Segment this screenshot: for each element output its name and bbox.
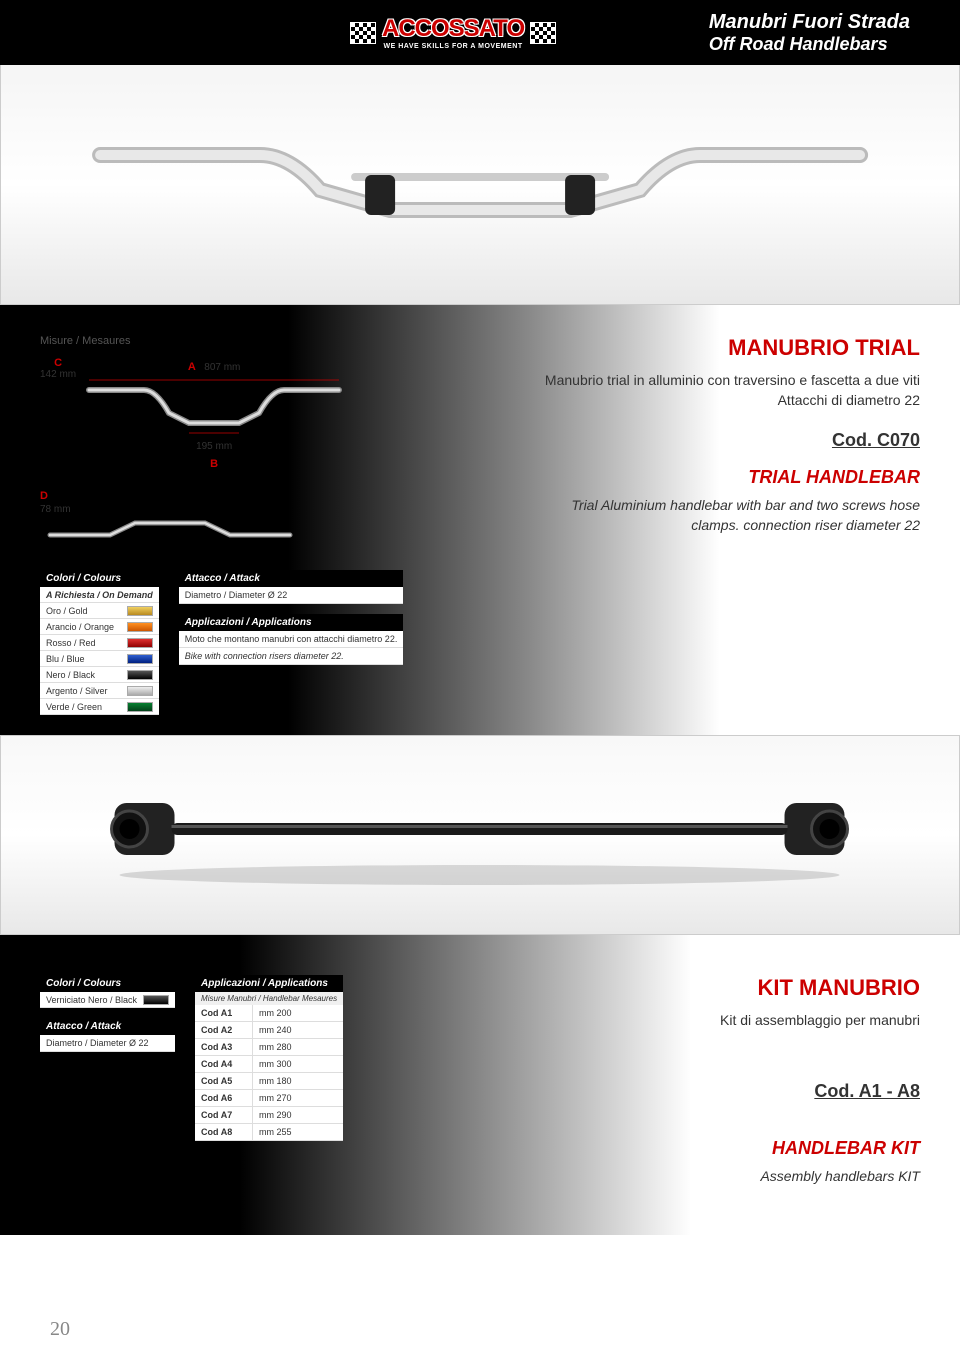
attack-diameter: Diametro / Diameter Ø 22 bbox=[179, 587, 404, 604]
cod-a2: Cod A2 bbox=[195, 1022, 253, 1038]
color-black-kit: Verniciato Nero / Black bbox=[46, 995, 137, 1005]
measurements-header: Applicazioni / Applications bbox=[195, 975, 343, 992]
header-bar: ACCOSSATO WE HAVE SKILLS FOR A MOVEMENT … bbox=[0, 0, 960, 65]
cod-a1: Cod A1 bbox=[195, 1005, 253, 1021]
product-code-kit: Cod. A1 - A8 bbox=[498, 1081, 920, 1102]
swatch-red bbox=[127, 638, 153, 648]
swatch-orange bbox=[127, 622, 153, 632]
product-photo-kit bbox=[0, 735, 960, 935]
color-silver: Argento / Silver bbox=[46, 686, 121, 696]
val-a2: mm 240 bbox=[253, 1022, 298, 1038]
spec-section-kit: Colori / Colours Verniciato Nero / Black… bbox=[0, 935, 960, 1235]
dim-d-value: 78 mm bbox=[40, 504, 524, 515]
attack-header-kit: Attacco / Attack bbox=[40, 1018, 175, 1035]
colors-table: Colori / Colours A Richiesta / On Demand… bbox=[40, 570, 159, 715]
wire-diagram-side-svg bbox=[40, 515, 300, 545]
color-green: Verde / Green bbox=[46, 702, 121, 712]
product-title-kit: KIT MANUBRIO bbox=[498, 975, 920, 1001]
product-desc: Manubrio trial in alluminio con traversi… bbox=[544, 371, 920, 410]
checkered-flag-icon bbox=[350, 22, 376, 44]
colors-table-kit: Colori / Colours Verniciato Nero / Black bbox=[40, 975, 175, 1008]
val-a8: mm 255 bbox=[253, 1124, 298, 1140]
applications-header: Applicazioni / Applications bbox=[179, 614, 404, 631]
val-a4: mm 300 bbox=[253, 1056, 298, 1072]
cod-a5: Cod A5 bbox=[195, 1073, 253, 1089]
colors-header: Colori / Colours bbox=[40, 570, 159, 587]
dim-b-label: B bbox=[210, 458, 218, 470]
dim-d-label: D bbox=[40, 490, 48, 502]
val-a1: mm 200 bbox=[253, 1005, 298, 1021]
product-desc-en: Trial Aluminium handlebar with bar and t… bbox=[544, 496, 920, 535]
swatch-black-kit bbox=[143, 995, 169, 1005]
spec-tables-row: Colori / Colours A Richiesta / On Demand… bbox=[40, 570, 524, 715]
product-description-trial: MANUBRIO TRIAL Manubrio trial in allumin… bbox=[524, 335, 920, 715]
val-a6: mm 270 bbox=[253, 1090, 298, 1106]
val-a3: mm 280 bbox=[253, 1039, 298, 1055]
applications-text-it: Moto che montano manubri con attacchi di… bbox=[179, 631, 404, 648]
page-number: 20 bbox=[50, 1318, 70, 1341]
dim-c-label: C bbox=[54, 357, 62, 369]
cod-a8: Cod A8 bbox=[195, 1124, 253, 1140]
colors-header-kit: Colori / Colours bbox=[40, 975, 175, 992]
brand-tagline: WE HAVE SKILLS FOR A MOVEMENT bbox=[384, 43, 523, 50]
page-title-it: Manubri Fuori Strada bbox=[709, 11, 910, 34]
wire-diagram-svg bbox=[84, 375, 344, 445]
product-title-en: TRIAL HANDLEBAR bbox=[544, 467, 920, 488]
attack-table-kit: Attacco / Attack Diametro / Diameter Ø 2… bbox=[40, 1018, 175, 1052]
cod-a6: Cod A6 bbox=[195, 1090, 253, 1106]
product-desc-kit: Kit di assemblaggio per manubri bbox=[498, 1011, 920, 1031]
spec-section-trial: Misure / Mesaures C 142 mm A 807 mm bbox=[0, 305, 960, 735]
kit-photo-svg bbox=[58, 775, 901, 895]
measures-label: Misure / Mesaures bbox=[40, 335, 524, 347]
swatch-green bbox=[127, 702, 153, 712]
color-blue: Blu / Blue bbox=[46, 654, 121, 664]
dim-c-value: 142 mm bbox=[40, 369, 76, 380]
color-red: Rosso / Red bbox=[46, 638, 121, 648]
attack-table: Attacco / Attack Diametro / Diameter Ø 2… bbox=[179, 570, 404, 604]
cod-a3: Cod A3 bbox=[195, 1039, 253, 1055]
dim-a-value: 807 mm bbox=[204, 362, 240, 373]
page-title-block: Manubri Fuori Strada Off Road Handlebars bbox=[709, 11, 910, 55]
logo: ACCOSSATO WE HAVE SKILLS FOR A MOVEMENT bbox=[350, 15, 556, 50]
product-title-en-kit: HANDLEBAR KIT bbox=[498, 1138, 920, 1159]
brand-name: ACCOSSATO bbox=[382, 15, 524, 43]
swatch-silver bbox=[127, 686, 153, 696]
cod-a7: Cod A7 bbox=[195, 1107, 253, 1123]
dim-b-value: 195 mm bbox=[196, 441, 232, 452]
on-demand-label: A Richiesta / On Demand bbox=[46, 590, 153, 600]
attack-header: Attacco / Attack bbox=[179, 570, 404, 587]
dimension-diagram: C 142 mm A 807 mm 195 mm bbox=[40, 357, 524, 550]
product-desc-en-kit: Assembly handlebars KIT bbox=[498, 1167, 920, 1187]
color-orange: Arancio / Orange bbox=[46, 622, 121, 632]
color-black: Nero / Black bbox=[46, 670, 121, 680]
measurements-table: Applicazioni / Applications Misure Manub… bbox=[195, 975, 343, 1205]
product-description-kit: KIT MANUBRIO Kit di assemblaggio per man… bbox=[498, 975, 920, 1205]
page-title-en: Off Road Handlebars bbox=[709, 34, 910, 55]
color-gold: Oro / Gold bbox=[46, 606, 121, 616]
handlebar-photo-svg bbox=[49, 115, 911, 255]
applications-text-en: Bike with connection risers diameter 22. bbox=[179, 648, 404, 665]
attack-diameter-kit: Diametro / Diameter Ø 22 bbox=[40, 1035, 175, 1052]
swatch-blue bbox=[127, 654, 153, 664]
val-a7: mm 290 bbox=[253, 1107, 298, 1123]
val-a5: mm 180 bbox=[253, 1073, 298, 1089]
dim-a-label: A bbox=[188, 361, 196, 373]
measurements-sub: Misure Manubri / Handlebar Mesaures bbox=[195, 992, 343, 1005]
product-code: Cod. C070 bbox=[544, 430, 920, 451]
swatch-gold bbox=[127, 606, 153, 616]
product-title: MANUBRIO TRIAL bbox=[544, 335, 920, 361]
swatch-black bbox=[127, 670, 153, 680]
product-photo-trial bbox=[0, 65, 960, 305]
checkered-flag-icon bbox=[530, 22, 556, 44]
cod-a4: Cod A4 bbox=[195, 1056, 253, 1072]
applications-table: Applicazioni / Applications Moto che mon… bbox=[179, 614, 404, 665]
